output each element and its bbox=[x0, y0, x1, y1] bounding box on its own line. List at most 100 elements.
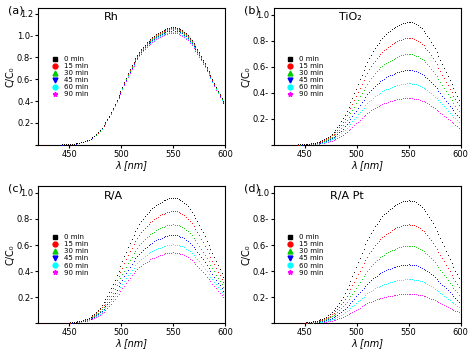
Point bbox=[47, 142, 55, 148]
Point bbox=[418, 41, 426, 46]
Point bbox=[356, 305, 364, 310]
Point bbox=[273, 142, 281, 148]
Point bbox=[175, 31, 182, 36]
Point bbox=[303, 142, 311, 147]
Point bbox=[384, 74, 392, 79]
Point bbox=[79, 139, 87, 145]
Point bbox=[438, 255, 446, 261]
Point bbox=[332, 136, 339, 142]
Point bbox=[345, 302, 352, 308]
Point bbox=[218, 292, 226, 298]
Point bbox=[339, 311, 347, 316]
Point bbox=[75, 140, 83, 146]
Point bbox=[94, 130, 102, 136]
Point bbox=[287, 142, 294, 148]
X-axis label: λ [nm]: λ [nm] bbox=[351, 338, 383, 348]
Point bbox=[322, 136, 330, 142]
Point bbox=[195, 258, 203, 264]
Point bbox=[365, 67, 373, 72]
Point bbox=[296, 320, 304, 326]
Point bbox=[352, 285, 360, 291]
Point bbox=[134, 245, 141, 251]
Point bbox=[209, 250, 216, 256]
Point bbox=[179, 28, 186, 34]
Point bbox=[130, 241, 137, 247]
Point bbox=[214, 284, 222, 290]
Point bbox=[94, 130, 102, 136]
Point bbox=[203, 64, 210, 70]
Point bbox=[345, 282, 352, 288]
Point bbox=[72, 319, 79, 325]
Point bbox=[182, 36, 190, 41]
Point bbox=[412, 37, 420, 42]
Point bbox=[287, 320, 294, 326]
Point bbox=[279, 320, 287, 326]
Point bbox=[107, 110, 115, 116]
Point bbox=[57, 142, 64, 147]
Point bbox=[124, 278, 132, 283]
Point bbox=[124, 74, 132, 80]
Point bbox=[94, 311, 102, 317]
Point bbox=[179, 27, 186, 33]
Point bbox=[381, 281, 388, 287]
Point bbox=[433, 74, 440, 79]
Point bbox=[354, 81, 362, 87]
Point bbox=[181, 236, 188, 241]
Point bbox=[92, 310, 100, 316]
Point bbox=[356, 94, 364, 99]
Point bbox=[388, 293, 395, 298]
Point bbox=[328, 132, 336, 138]
Point bbox=[42, 142, 49, 148]
Point bbox=[109, 298, 117, 304]
Point bbox=[146, 219, 154, 225]
Point bbox=[201, 252, 209, 258]
Point bbox=[117, 88, 124, 94]
Point bbox=[94, 130, 102, 135]
Point bbox=[384, 44, 392, 50]
Point bbox=[427, 283, 435, 289]
Point bbox=[289, 320, 296, 326]
Point bbox=[209, 78, 216, 83]
Point bbox=[332, 308, 339, 314]
Point bbox=[171, 30, 179, 36]
Point bbox=[399, 96, 407, 101]
Point bbox=[137, 263, 145, 269]
Point bbox=[418, 204, 426, 210]
Point bbox=[285, 142, 292, 148]
Point bbox=[92, 132, 100, 138]
Point bbox=[386, 206, 393, 212]
Point bbox=[169, 250, 177, 255]
Point bbox=[117, 90, 124, 95]
Point bbox=[405, 222, 412, 227]
Point bbox=[165, 30, 173, 36]
Point bbox=[320, 138, 328, 144]
Point bbox=[89, 313, 96, 318]
Point bbox=[309, 141, 317, 146]
Point bbox=[184, 35, 191, 40]
Point bbox=[315, 139, 322, 144]
Point bbox=[36, 320, 44, 326]
Point bbox=[364, 59, 371, 65]
Point bbox=[375, 218, 383, 224]
Point bbox=[193, 50, 201, 56]
Point bbox=[352, 307, 360, 313]
Point bbox=[118, 84, 126, 90]
Point bbox=[61, 320, 68, 326]
Point bbox=[126, 270, 134, 275]
Point bbox=[414, 263, 422, 269]
Point bbox=[179, 198, 186, 204]
Point bbox=[165, 25, 173, 30]
Point bbox=[289, 142, 296, 148]
Point bbox=[132, 56, 139, 61]
Point bbox=[309, 320, 317, 326]
Point bbox=[136, 49, 143, 55]
Point bbox=[346, 126, 354, 131]
Point bbox=[419, 58, 427, 63]
Point bbox=[190, 244, 197, 250]
Point bbox=[320, 319, 328, 325]
Point bbox=[409, 81, 416, 86]
Point bbox=[70, 319, 77, 325]
Point bbox=[66, 320, 73, 326]
Point bbox=[113, 98, 120, 104]
Point bbox=[173, 25, 181, 30]
